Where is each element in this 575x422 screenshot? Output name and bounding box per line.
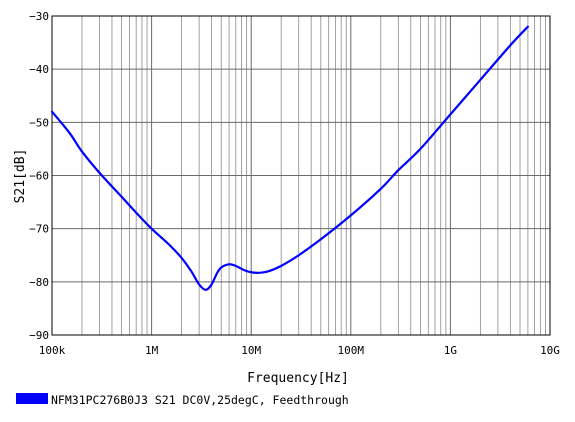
y-tick-label: −70	[29, 223, 49, 236]
grid	[52, 15, 550, 336]
plot-frame	[51, 15, 551, 336]
y-tick-label: −30	[29, 10, 49, 23]
series-line	[50, 25, 529, 291]
y-tick-label: −40	[29, 63, 49, 76]
y-axis-label: S21[dB]	[13, 149, 28, 204]
x-tick-label: 100k	[39, 344, 66, 357]
legend-label: NFM31PC276B0J3 S21 DC0V,25degC, Feedthro…	[51, 393, 349, 407]
x-tick-label: 1M	[145, 344, 159, 357]
y-tick-label: −80	[29, 276, 49, 289]
tick-labels: 100k 1M 10M 100M 1G 10G −30 −40 −50 −60 −70 −80 −90	[29, 10, 560, 357]
y-tick-label: −50	[29, 116, 49, 129]
x-axis-label: Frequency[Hz]	[247, 371, 349, 386]
legend-swatch	[16, 393, 48, 404]
series-layer	[50, 25, 529, 291]
y-tick-label: −60	[29, 170, 49, 183]
x-tick-label: 10M	[241, 344, 261, 357]
y-tick-label: −90	[29, 329, 49, 342]
x-tick-label: 10G	[540, 344, 560, 357]
x-tick-label: 1G	[444, 344, 457, 357]
x-tick-label: 100M	[338, 344, 365, 357]
legend: NFM31PC276B0J3 S21 DC0V,25degC, Feedthro…	[16, 393, 349, 407]
